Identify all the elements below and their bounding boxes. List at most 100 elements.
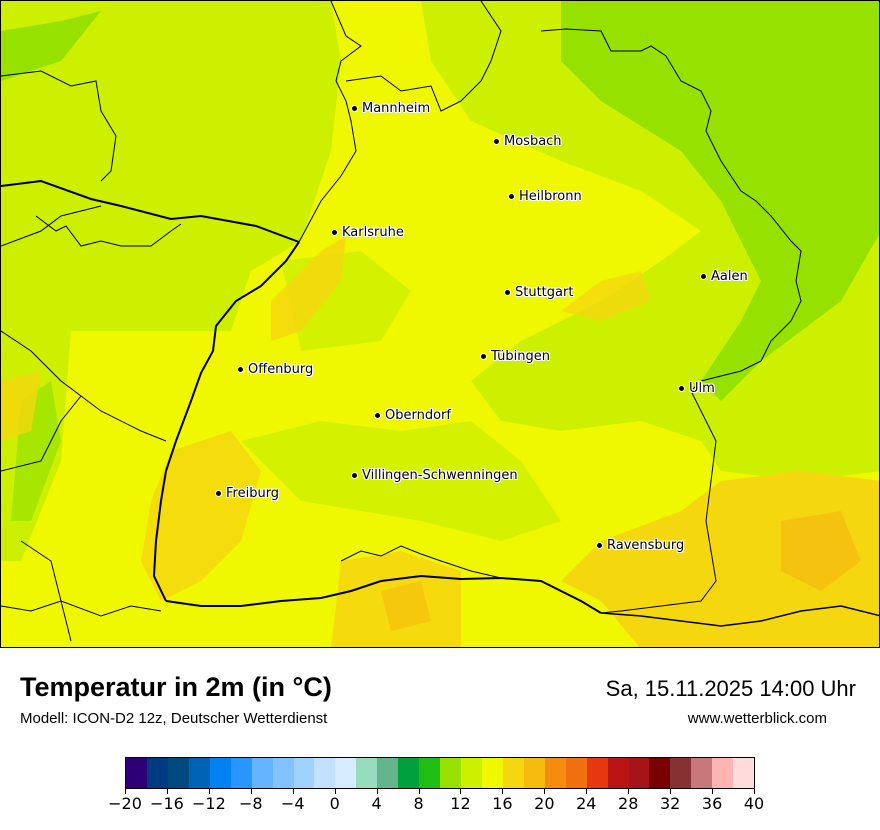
city-marker-icon bbox=[351, 104, 358, 112]
temperature-map: Mannheim Mosbach Heilbronn Karlsruhe Aal… bbox=[0, 0, 880, 648]
colorbar-segment bbox=[586, 758, 608, 788]
city-villingen-schwenningen: Villingen-Schwenningen bbox=[351, 467, 518, 483]
tick-mark bbox=[208, 789, 210, 794]
colorbar-segment bbox=[712, 758, 734, 788]
city-ravensburg: Ravensburg bbox=[596, 537, 684, 553]
city-marker-icon bbox=[504, 288, 511, 296]
city-stuttgart: Stuttgart bbox=[504, 284, 573, 300]
city-label: Ulm bbox=[689, 380, 715, 396]
map-title: Temperatur in 2m (in °C) bbox=[20, 672, 332, 702]
city-label: Freiburg bbox=[226, 485, 280, 501]
colorbar-segment bbox=[314, 758, 336, 788]
tick-mark bbox=[250, 789, 252, 794]
city-karlsruhe: Karlsruhe bbox=[331, 224, 404, 240]
city-label: Oberndorf bbox=[385, 407, 451, 423]
city-marker-icon bbox=[237, 365, 244, 373]
colorbar-segment bbox=[481, 758, 503, 788]
tick-mark bbox=[376, 789, 378, 794]
colorbar-segment bbox=[461, 758, 482, 788]
city-label: Aalen bbox=[711, 268, 748, 284]
colorbar-segment bbox=[544, 758, 566, 788]
city-label: Offenburg bbox=[248, 361, 314, 377]
city-marker-icon bbox=[374, 411, 381, 419]
city-label: Ravensburg bbox=[607, 537, 685, 553]
tick-label: −4 bbox=[280, 794, 305, 813]
colorbar-segment bbox=[188, 758, 210, 788]
colorbar-segment bbox=[251, 758, 273, 788]
city-oberndorf: Oberndorf bbox=[374, 407, 451, 423]
colorbar-segment bbox=[607, 758, 629, 788]
city-mosbach: Mosbach bbox=[493, 133, 562, 149]
colorbar-segment bbox=[230, 758, 252, 788]
colorbar-segment bbox=[209, 758, 231, 788]
city-marker-icon bbox=[331, 228, 338, 236]
colorbar-segment bbox=[293, 758, 315, 788]
city-marker-icon bbox=[215, 489, 222, 497]
colorbar-segment bbox=[398, 758, 420, 788]
tick-label: 36 bbox=[701, 794, 723, 813]
city-marker-icon bbox=[493, 137, 500, 145]
city-marker-icon bbox=[351, 471, 358, 479]
colorbar-segment bbox=[440, 758, 461, 788]
colorbar-segment bbox=[146, 758, 168, 788]
tick-label: −12 bbox=[191, 794, 226, 813]
city-label: Villingen-Schwenningen bbox=[362, 467, 518, 483]
colorbar-segment bbox=[502, 758, 524, 788]
tick-mark bbox=[712, 789, 714, 794]
tick-mark bbox=[334, 789, 336, 794]
valid-datetime: Sa, 15.11.2025 14:00 Uhr bbox=[605, 676, 856, 701]
colorbar-segment bbox=[649, 758, 671, 788]
city-ulm: Ulm bbox=[678, 380, 715, 396]
city-label: Heilbronn bbox=[519, 188, 582, 204]
city-tuebingen: Tübingen bbox=[480, 348, 550, 364]
tick-mark bbox=[418, 789, 420, 794]
colorbar-segment bbox=[565, 758, 587, 788]
city-marker-icon bbox=[508, 192, 515, 200]
tick-label: 32 bbox=[659, 794, 681, 813]
city-marker-icon bbox=[480, 352, 487, 360]
colorbar-ticks: −20 −16 −12 −8 −4 0 4 8 12 16 20 24 28 32 36 40 bbox=[108, 789, 764, 819]
tick-mark bbox=[670, 789, 672, 794]
tick-mark bbox=[754, 789, 755, 794]
colorbar-segment bbox=[419, 758, 441, 788]
map-field bbox=[1, 1, 879, 647]
tick-mark bbox=[502, 789, 504, 794]
city-mannheim: Mannheim bbox=[351, 100, 430, 116]
city-label: Mannheim bbox=[362, 100, 431, 116]
colorbar-legend bbox=[125, 757, 755, 789]
tick-label: 4 bbox=[371, 794, 382, 813]
tick-mark bbox=[586, 789, 588, 794]
tick-label: 12 bbox=[450, 794, 471, 813]
colorbar-segment bbox=[126, 758, 147, 788]
city-marker-icon bbox=[596, 541, 603, 549]
colorbar-segment bbox=[167, 758, 189, 788]
city-offenburg: Offenburg bbox=[237, 361, 313, 377]
colorbar-segment bbox=[356, 758, 378, 788]
city-freiburg: Freiburg bbox=[215, 485, 279, 501]
tick-mark bbox=[166, 789, 168, 794]
colorbar-segment bbox=[523, 758, 545, 788]
tick-label: 28 bbox=[618, 794, 639, 813]
website-credit: www.wetterblick.com bbox=[687, 710, 827, 727]
tick-label: −16 bbox=[150, 794, 184, 813]
colorbar-segment bbox=[691, 758, 713, 788]
city-label: Tübingen bbox=[491, 348, 550, 364]
colorbar-segment bbox=[628, 758, 650, 788]
colorbar-segment bbox=[670, 758, 692, 788]
tick-label: 0 bbox=[329, 794, 340, 813]
tick-label: 24 bbox=[576, 794, 597, 813]
city-label: Stuttgart bbox=[515, 284, 574, 300]
city-aalen: Aalen bbox=[700, 268, 748, 284]
colorbar-segment bbox=[272, 758, 294, 788]
city-marker-icon bbox=[700, 272, 707, 280]
tick-label: −20 bbox=[108, 794, 142, 813]
tick-label: 20 bbox=[534, 794, 555, 813]
city-label: Karlsruhe bbox=[342, 224, 404, 240]
tick-mark bbox=[544, 789, 546, 794]
tick-mark bbox=[292, 789, 294, 794]
tick-mark bbox=[460, 789, 462, 794]
tick-label: 16 bbox=[492, 794, 513, 813]
tick-mark bbox=[628, 789, 630, 794]
colorbar-segment bbox=[733, 758, 755, 788]
city-heilbronn: Heilbronn bbox=[508, 188, 582, 204]
